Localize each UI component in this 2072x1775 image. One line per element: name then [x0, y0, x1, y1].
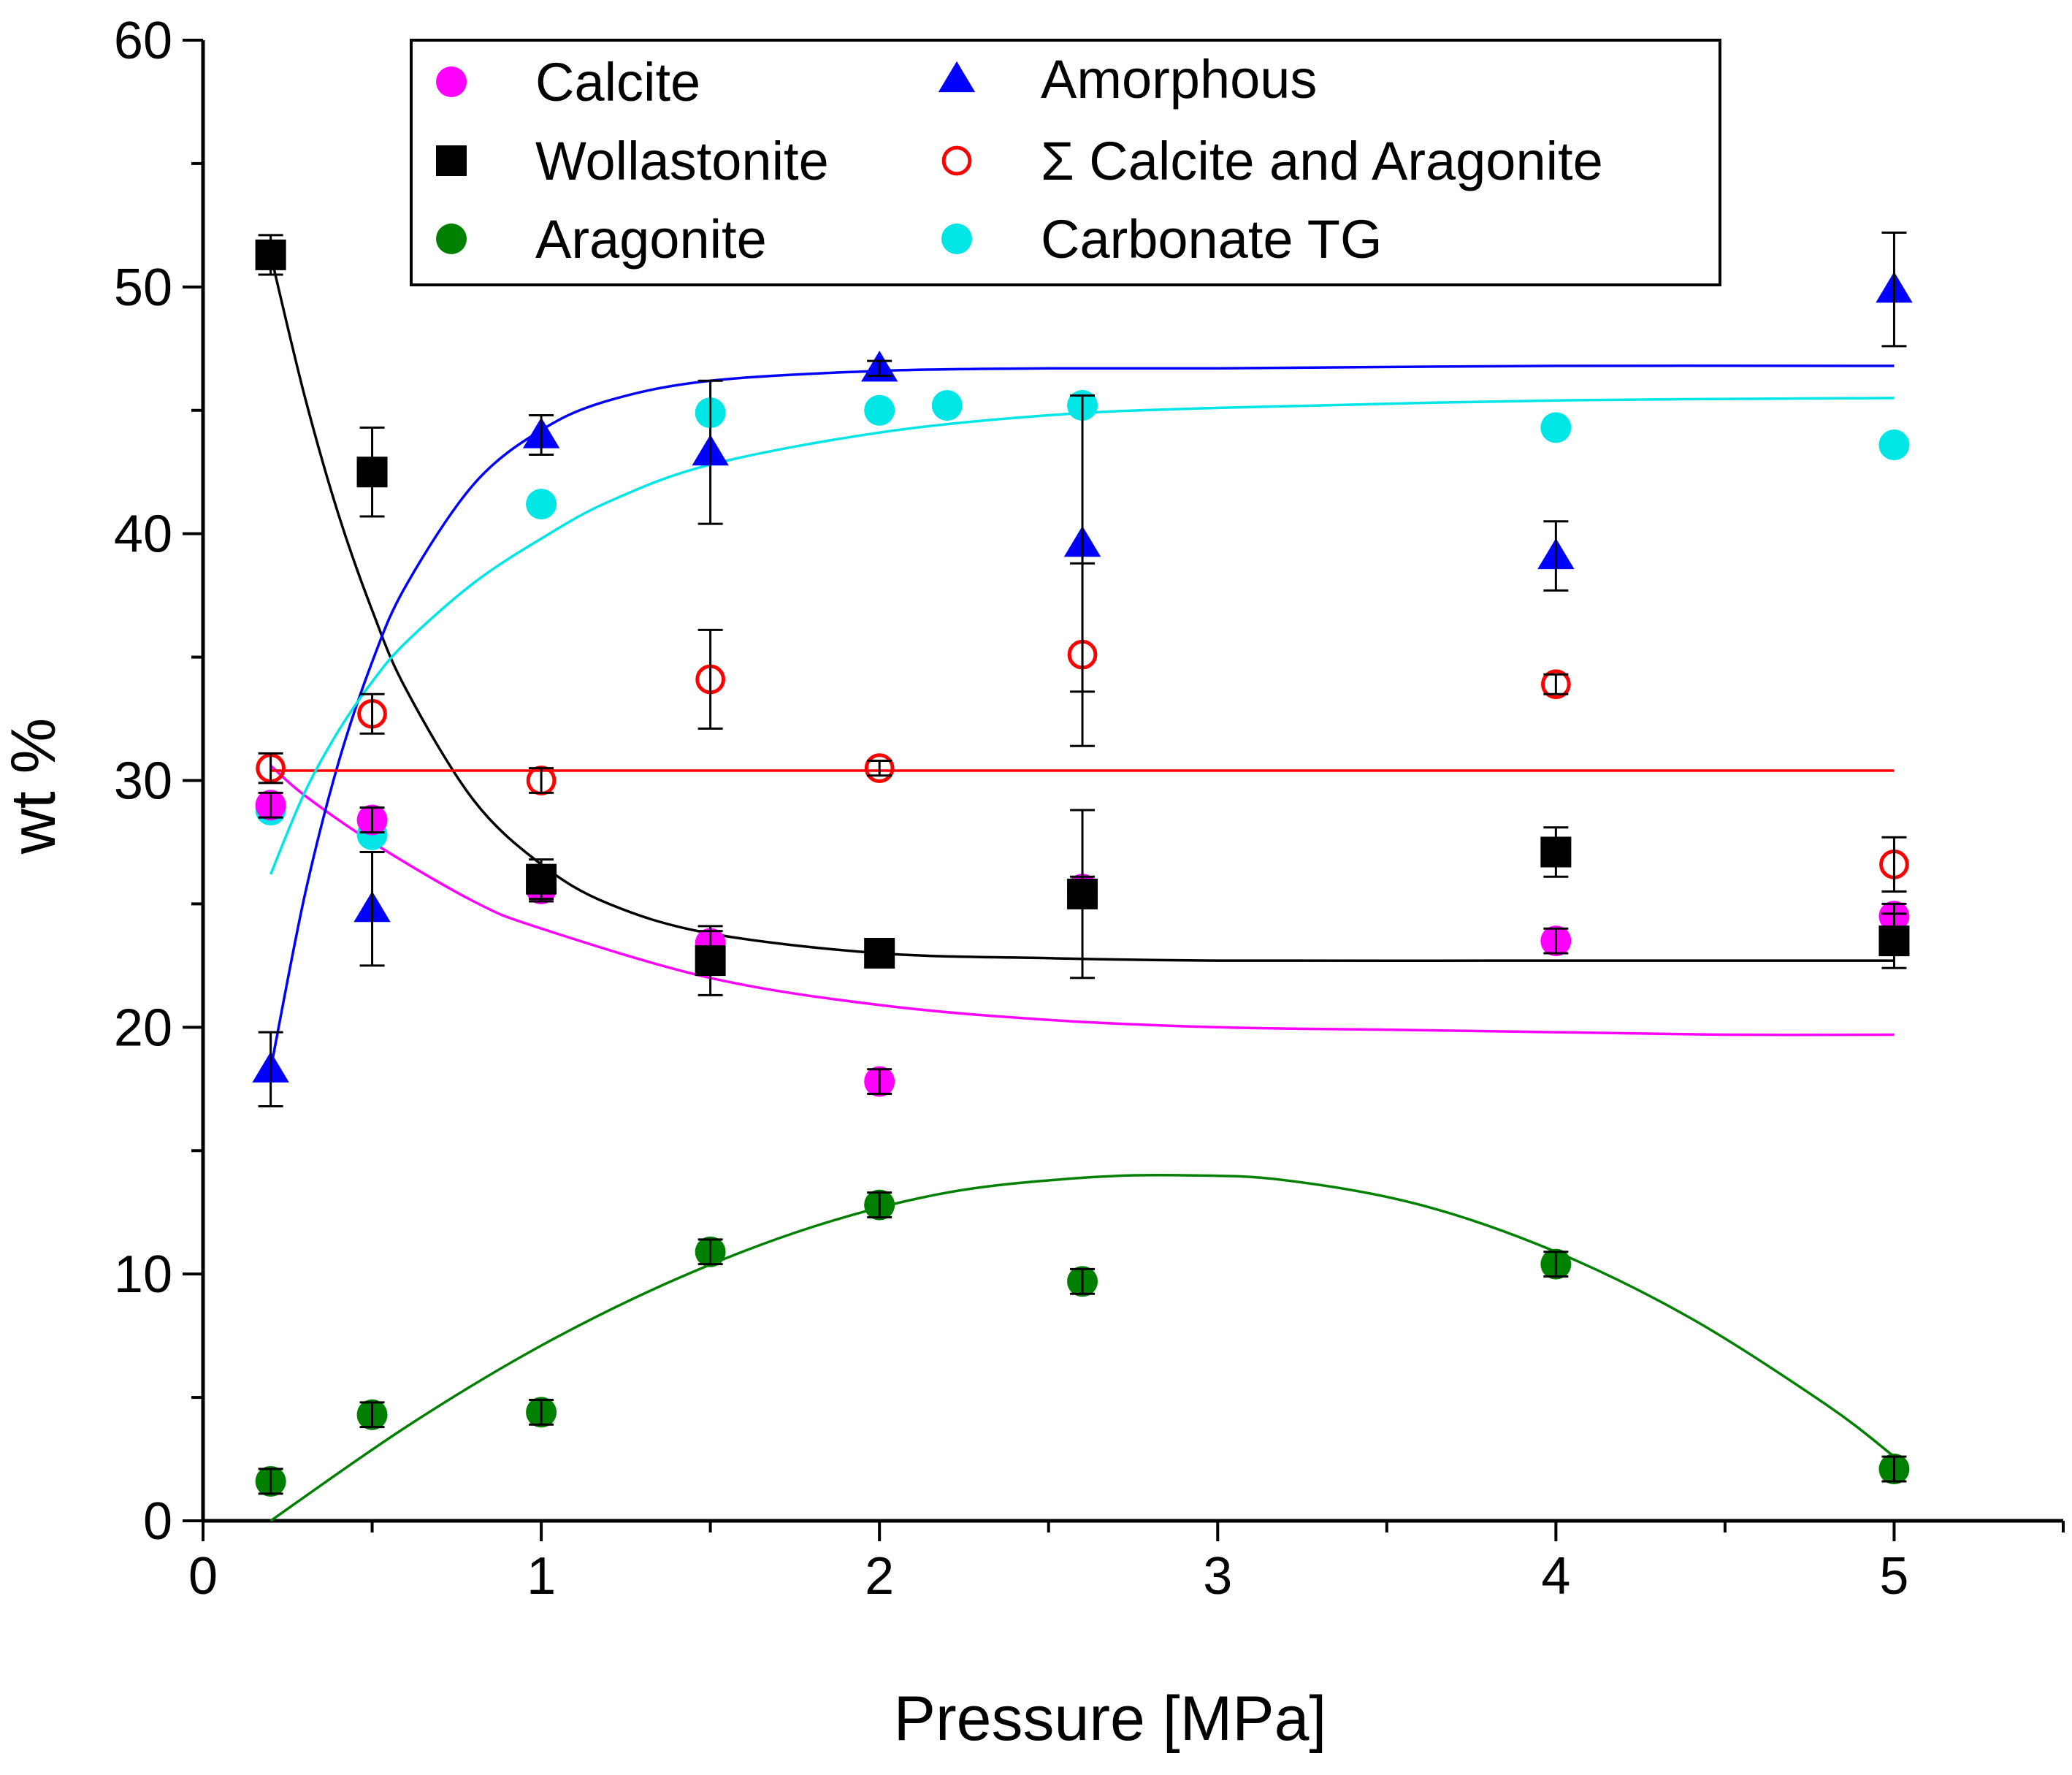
legend-label-2: Aragonite — [535, 209, 767, 270]
y-tick-label: 10 — [114, 1245, 172, 1304]
y-tick-label: 0 — [143, 1492, 172, 1551]
calcite-and-aragonite-point — [864, 753, 895, 783]
series-amorphous — [252, 232, 1913, 1107]
carbonate-tg-point — [1540, 412, 1572, 443]
legend-label-1: Wollastonite — [535, 131, 829, 191]
fit-curve-aragonite — [269, 1174, 1895, 1522]
x-tick-label: 5 — [1879, 1547, 1908, 1606]
y-axis-title: wt % — [0, 718, 69, 855]
y-tick-label: 50 — [114, 259, 172, 317]
legend-label-5: Carbonate TG — [1041, 209, 1383, 270]
carbonate-tg-point — [526, 489, 557, 520]
legend-marker-2 — [436, 224, 467, 254]
legend-label-0: Calcite — [535, 52, 700, 112]
x-tick-label: 4 — [1541, 1547, 1570, 1606]
legend-marker-3 — [938, 61, 976, 93]
carbonate-tg-point — [931, 389, 963, 421]
fit-curve-amorphous — [269, 364, 1895, 1070]
calcite-and-aragonite-point — [1541, 669, 1571, 700]
series-aragonite — [255, 1189, 1910, 1497]
fit-curve-wollastonite — [269, 254, 1895, 963]
legend-label-3: Amorphous — [1041, 49, 1317, 110]
carbonate-tg-point — [864, 394, 895, 426]
carbonate-tg-point — [1878, 430, 1910, 461]
legend-marker-4 — [941, 145, 972, 176]
data-points — [252, 232, 1913, 1497]
y-tick-label: 20 — [114, 999, 172, 1057]
x-tick-label: 2 — [865, 1547, 894, 1606]
x-tick-label: 3 — [1203, 1547, 1232, 1606]
legend: Calcite Wollastonite Aragonite Amorphous Σ C… — [410, 39, 1721, 286]
legend-marker-1 — [436, 145, 467, 176]
x-tick-label: 1 — [527, 1547, 556, 1606]
fit-curve-calcite — [269, 764, 1895, 1037]
series-calcite-and-aragonite — [256, 562, 1909, 893]
x-axis-title: Pressure [MPa] — [894, 1684, 1327, 1754]
y-tick-label: 40 — [114, 505, 172, 564]
y-tick-label: 30 — [114, 752, 172, 811]
x-tick-label: 0 — [188, 1547, 218, 1606]
series-wollastonite — [255, 234, 1910, 996]
legend-label-4: Σ Calcite and Aragonite — [1041, 131, 1603, 191]
legend-box — [410, 39, 1721, 286]
legend-marker-0 — [436, 66, 467, 97]
y-tick-label: 60 — [114, 12, 172, 70]
legend-marker-5 — [941, 224, 972, 254]
